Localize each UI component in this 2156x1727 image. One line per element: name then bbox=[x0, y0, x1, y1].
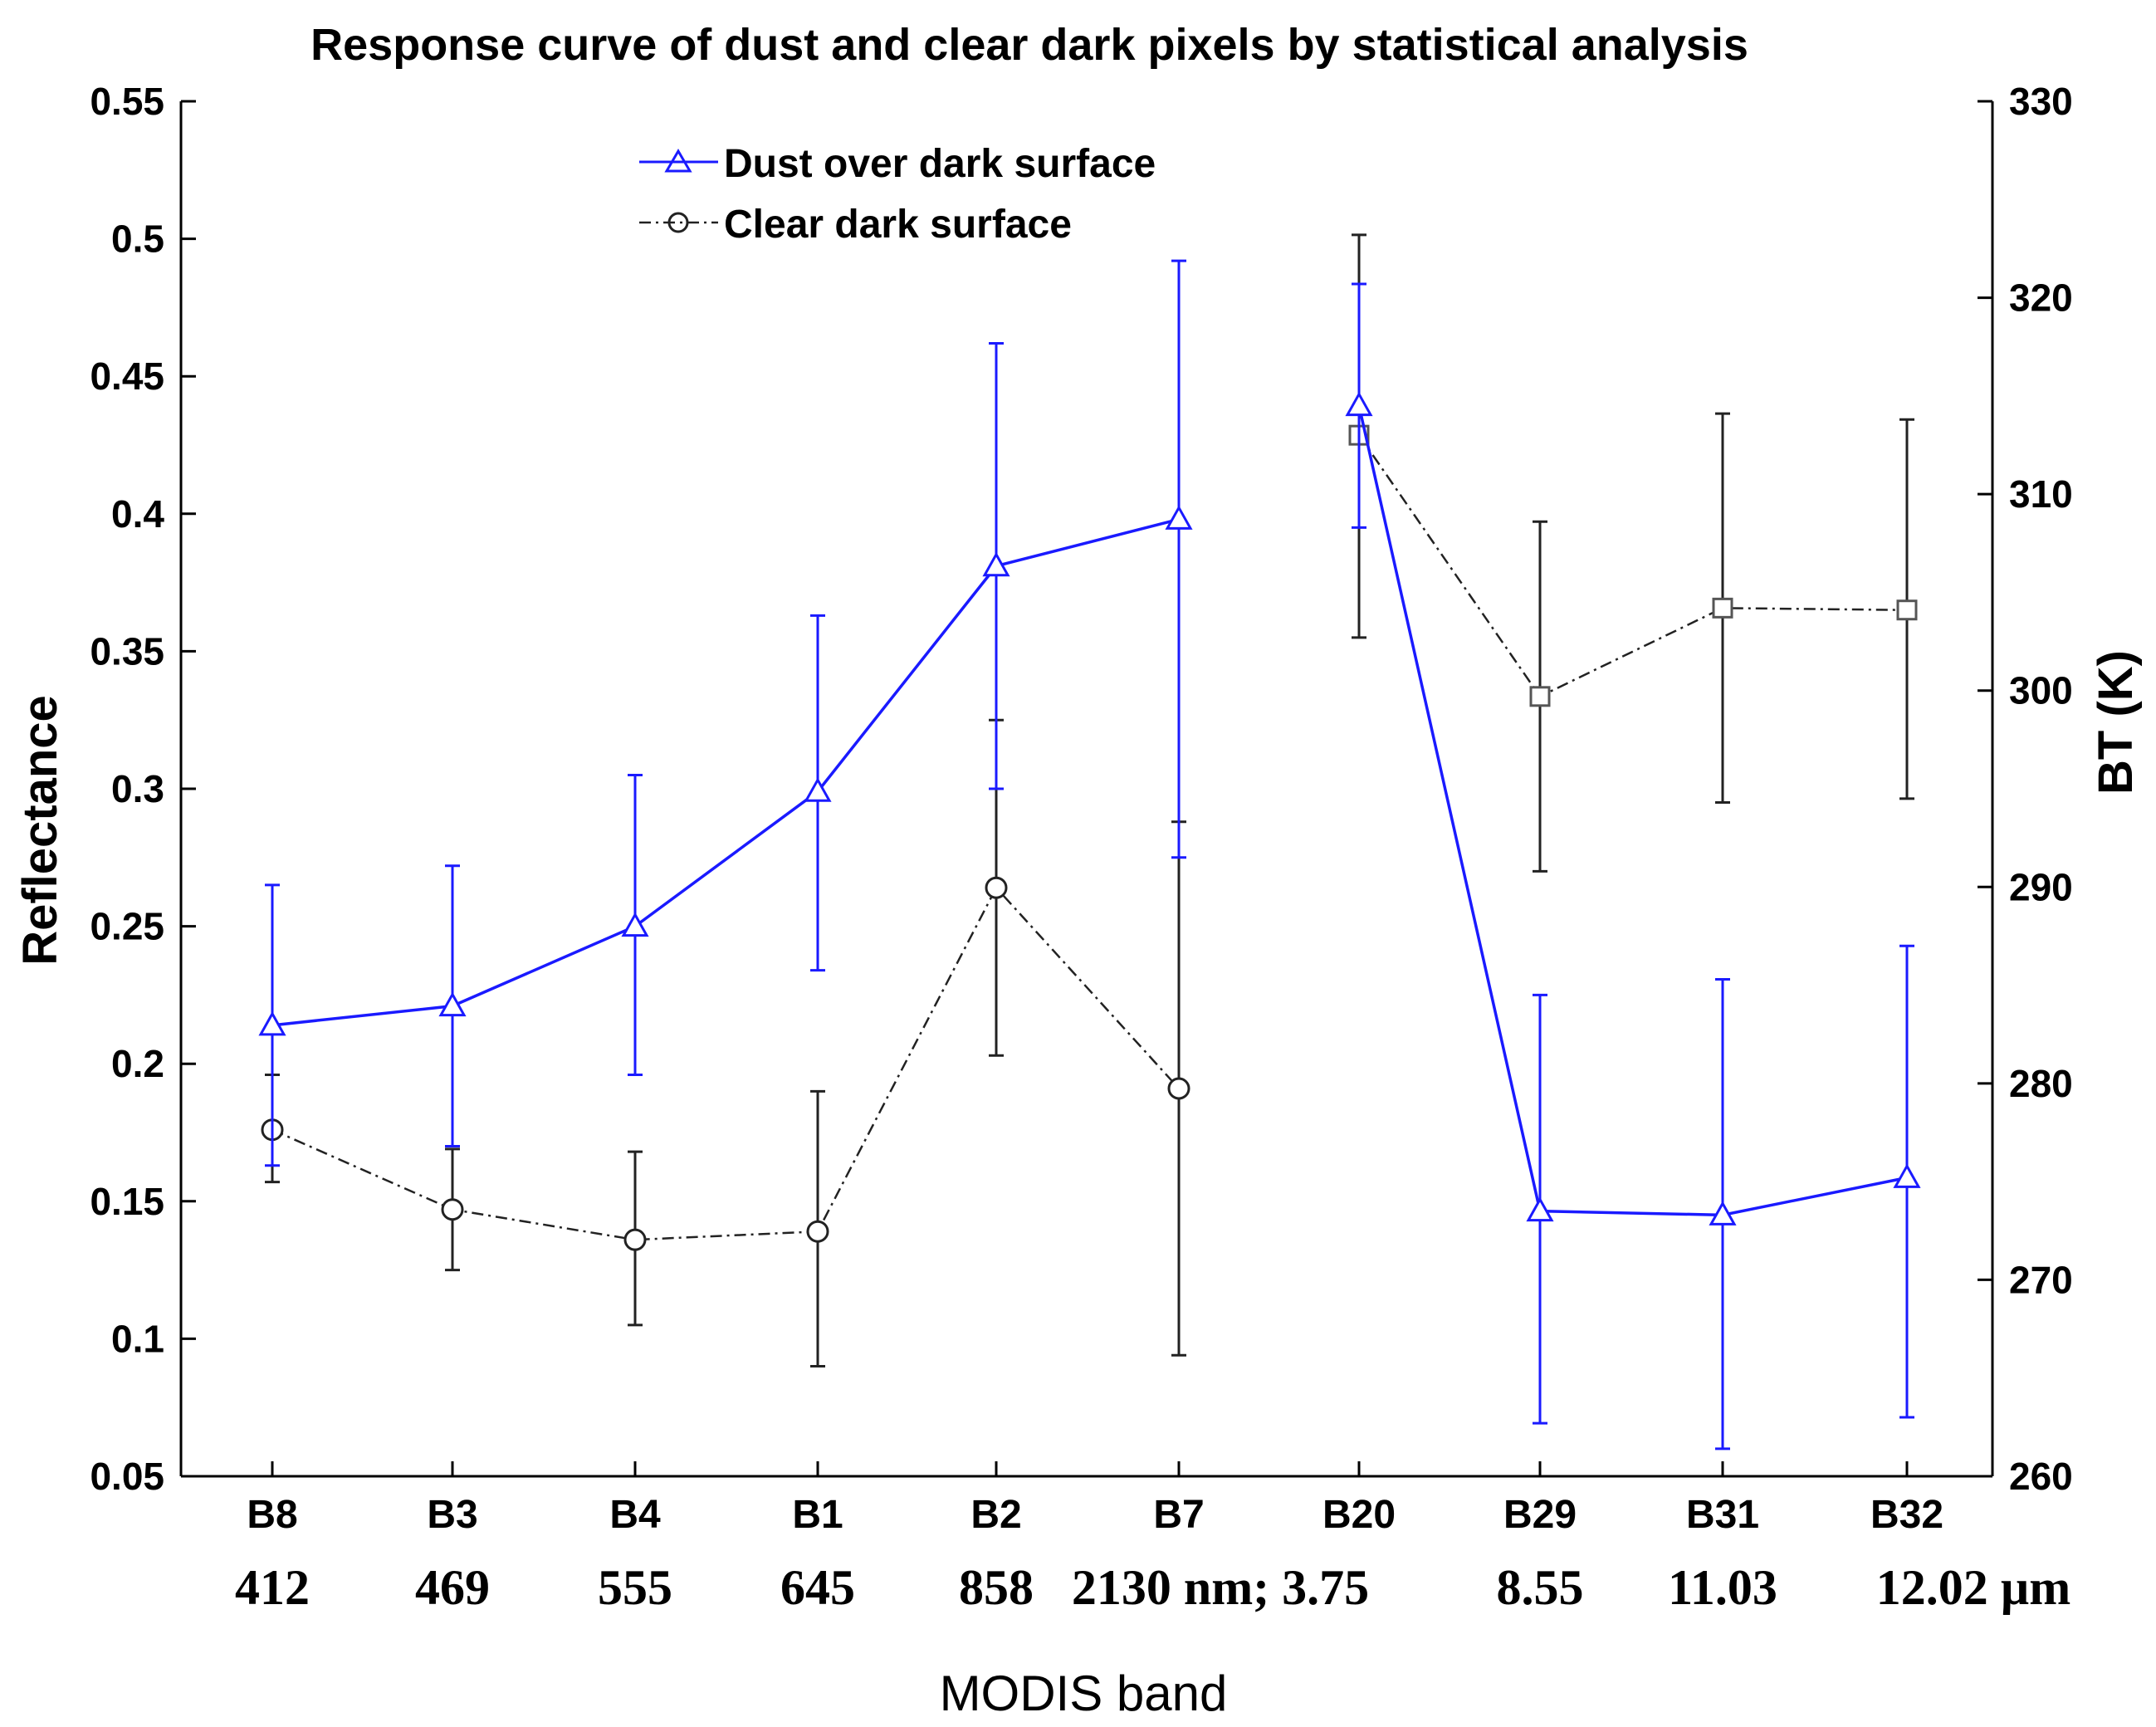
dust-reflectance-point bbox=[982, 551, 1010, 577]
wavelength-label: 11.03 bbox=[1668, 1560, 1777, 1615]
clear-reflectance-point bbox=[985, 876, 1008, 899]
x-tick-label: B8 bbox=[247, 1493, 297, 1537]
y2-tick-label: 270 bbox=[2009, 1258, 2073, 1301]
x-tick-label: B3 bbox=[427, 1493, 477, 1537]
legend-clear-label: Clear dark surface bbox=[724, 203, 1072, 247]
y-axis-label: Reflectance bbox=[13, 695, 67, 966]
legend: Dust over dark surface Clear dark surfac… bbox=[639, 142, 1156, 247]
y-tick-label: 0.05 bbox=[90, 1455, 164, 1498]
dust-bt-group bbox=[1345, 282, 1921, 1451]
dust-reflectance-group bbox=[258, 259, 1193, 1167]
y2-tick-label: 260 bbox=[2009, 1455, 2073, 1498]
dust-bt-point bbox=[1893, 1163, 1921, 1188]
x-tick-label: B31 bbox=[1686, 1493, 1759, 1537]
y2-axis-label: BT (K) bbox=[2089, 650, 2143, 795]
legend-dust-label: Dust over dark surface bbox=[724, 142, 1156, 186]
wavelength-label: 2130 nm; 3.75 bbox=[1072, 1560, 1369, 1615]
y-tick-label: 0.2 bbox=[111, 1042, 164, 1085]
clear-reflectance-point bbox=[441, 1198, 464, 1221]
clear-bt-point bbox=[1529, 686, 1551, 707]
wavelength-label: 555 bbox=[598, 1560, 672, 1615]
x-tick-label: B4 bbox=[609, 1493, 661, 1537]
x-axis-label: MODIS band bbox=[940, 1666, 1228, 1721]
dust-reflectance-point bbox=[621, 912, 649, 937]
legend-clear-marker bbox=[667, 212, 689, 233]
clear-bt-point bbox=[1896, 599, 1918, 621]
wavelength-label: 412 bbox=[235, 1560, 310, 1615]
dust-bt-point bbox=[1345, 391, 1373, 417]
wavelength-label: 469 bbox=[415, 1560, 490, 1615]
dust-bt-point bbox=[1526, 1196, 1554, 1222]
wavelength-label: 8.55 bbox=[1497, 1560, 1584, 1615]
x-tick-label: B32 bbox=[1870, 1493, 1943, 1537]
x-tick-label: B7 bbox=[1153, 1493, 1204, 1537]
clear-reflectance-line bbox=[271, 886, 1180, 1241]
y-tick-label: 0.55 bbox=[90, 80, 164, 123]
clear-reflectance-point bbox=[1167, 1077, 1190, 1100]
y-tick-label: 0.4 bbox=[111, 492, 164, 536]
series-layer bbox=[258, 233, 1921, 1451]
clear-bt-line bbox=[1357, 434, 1908, 698]
dust-reflectance-line bbox=[271, 517, 1180, 1027]
y-tick-label: 0.5 bbox=[111, 218, 164, 261]
y-tick-label: 0.1 bbox=[111, 1317, 164, 1360]
clear-bt-point bbox=[1712, 597, 1733, 619]
y-tick-label: 0.15 bbox=[90, 1180, 164, 1223]
y2-tick-label: 320 bbox=[2009, 276, 2073, 320]
y-tick-label: 0.25 bbox=[90, 905, 164, 948]
y2-tick-label: 280 bbox=[2009, 1062, 2073, 1105]
y-tick-label: 0.3 bbox=[111, 767, 164, 810]
dust-bt-line bbox=[1357, 405, 1908, 1217]
wavelength-label: 858 bbox=[959, 1560, 1034, 1615]
axes: 0.05 0.1 0.15 0.2 0.25 0.3 0.35 0.4 0.45 0.5 0.55 2… bbox=[90, 80, 2072, 1615]
dust-bt-point bbox=[1709, 1201, 1737, 1226]
y2-tick-label: 300 bbox=[2009, 669, 2073, 712]
y2-tick-label: 290 bbox=[2009, 865, 2073, 908]
y2-tick-label: 330 bbox=[2009, 80, 2073, 123]
x-tick-label: B1 bbox=[792, 1493, 843, 1537]
chart-title: Response curve of dust and clear dark pi… bbox=[310, 20, 1748, 70]
y-tick-label: 0.35 bbox=[90, 629, 164, 673]
wavelength-label: 12.02 µm bbox=[1876, 1560, 2071, 1615]
dust-reflectance-point bbox=[258, 1010, 286, 1036]
x-tick-label: B2 bbox=[970, 1493, 1021, 1537]
legend-dust-marker bbox=[664, 149, 692, 173]
x-tick-label: B20 bbox=[1322, 1493, 1396, 1537]
x-tick-label: B29 bbox=[1503, 1493, 1577, 1537]
dust-reflectance-point bbox=[804, 777, 832, 802]
wavelength-label: 645 bbox=[780, 1560, 855, 1615]
dust-reflectance-point bbox=[438, 991, 467, 1017]
y2-tick-label: 310 bbox=[2009, 472, 2073, 516]
y-tick-label: 0.45 bbox=[90, 355, 164, 398]
dust-reflectance-point bbox=[1165, 505, 1193, 530]
clear-reflectance-point bbox=[806, 1220, 829, 1243]
clear-reflectance-point bbox=[623, 1228, 647, 1251]
